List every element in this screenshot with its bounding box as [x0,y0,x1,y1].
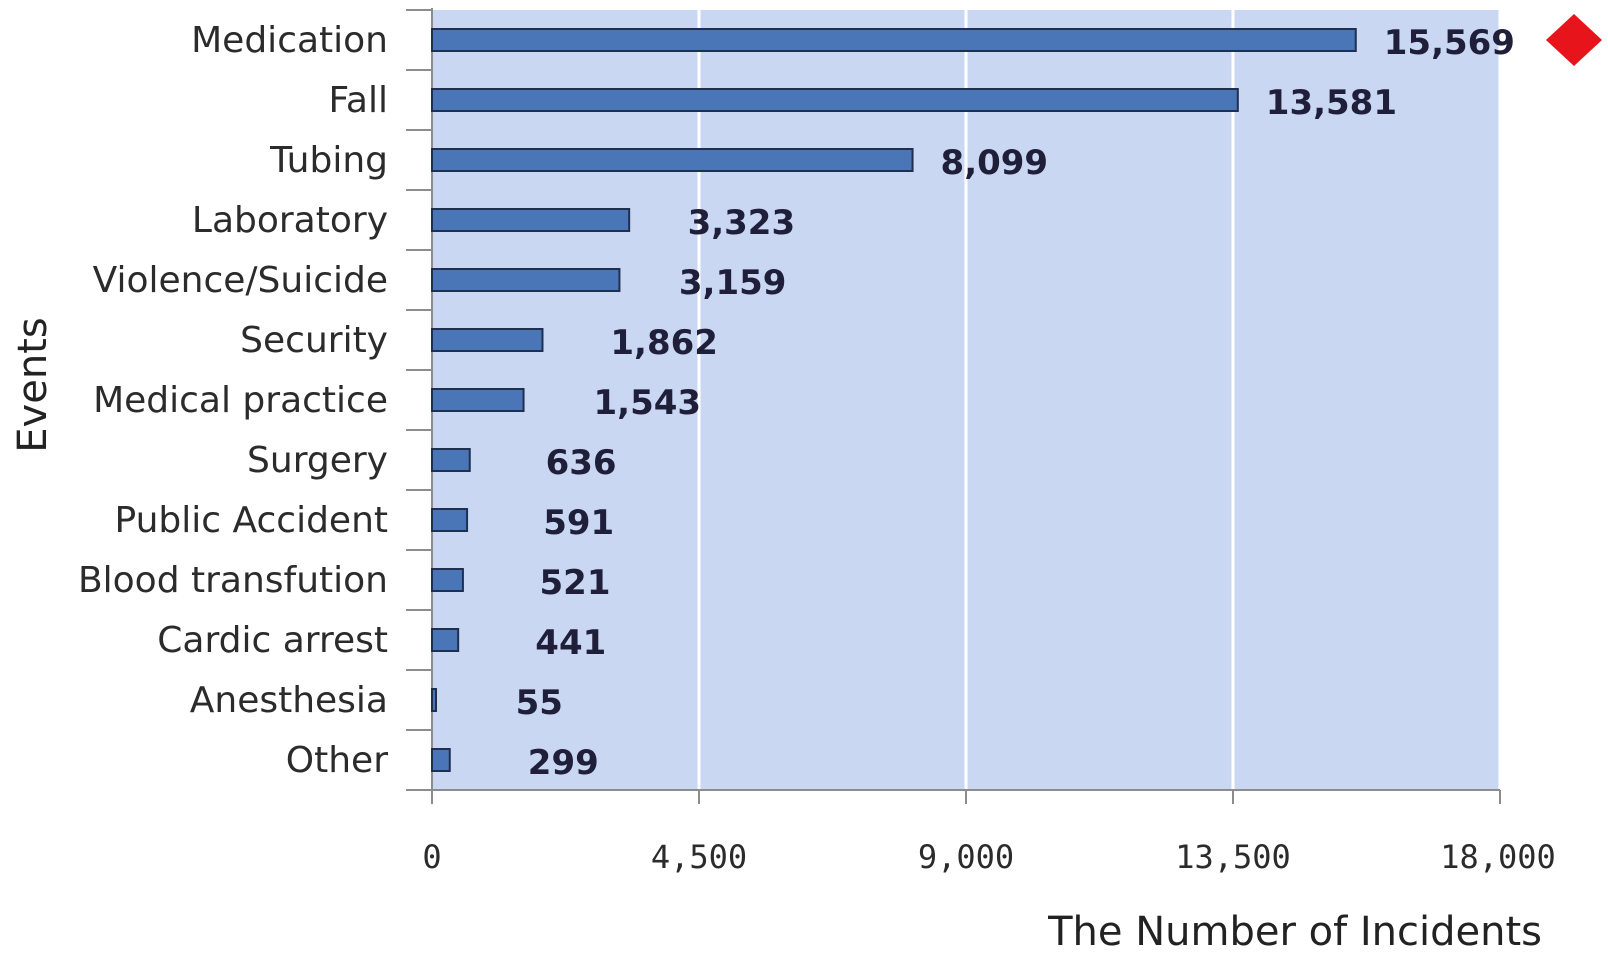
category-label-12: Other [286,740,388,781]
red-diamond-marker [1546,14,1602,66]
bar-9 [431,568,464,592]
bar-2 [431,148,914,172]
value-label-9: 521 [540,563,611,603]
x-tick-label-2: 9,000 [918,838,1014,876]
value-label-1: 13,581 [1266,83,1397,123]
category-labels: Medication Fall Tubing Laboratory Violence/S… [78,20,388,781]
x-tick-label-1: 4,500 [651,838,747,876]
x-tick-label-3: 13,500 [1175,838,1291,876]
bars [431,28,1357,772]
x-tick-label-0: 0 [422,838,441,876]
category-label-5: Security [240,320,388,361]
gridlines [697,10,1502,790]
category-label-8: Public Accident [115,500,389,541]
category-label-0: Medication [191,20,388,61]
category-label-6: Medical practice [93,380,388,421]
x-tick-labels: 0 4,500 9,000 13,500 18,000 [422,838,1555,876]
axes [406,8,1501,804]
value-label-0: 15,569 [1384,23,1515,63]
bar-1 [431,88,1239,112]
bar-3 [431,208,631,232]
y-axis-title: Events [10,317,56,452]
value-label-7: 636 [546,443,617,483]
bar-0 [431,28,1357,52]
category-label-9: Blood transfution [78,560,388,601]
category-label-4: Violence/Suicide [93,260,388,301]
value-label-2: 8,099 [941,143,1049,183]
category-label-7: Surgery [247,440,388,481]
value-label-10: 441 [535,623,606,663]
bar-6 [431,388,525,412]
category-label-10: Cardic arrest [157,620,388,661]
value-labels: 15,569 13,581 8,099 3,323 3,159 1,862 1,543 636… [516,23,1515,783]
category-label-1: Fall [329,80,388,121]
category-label-3: Laboratory [192,200,388,241]
category-label-11: Anesthesia [190,680,388,721]
category-label-2: Tubing [269,140,388,181]
bar-12 [431,748,451,772]
value-label-6: 1,543 [594,383,702,423]
bar-4 [431,268,621,292]
x-axis-title: The Number of Incidents [1047,909,1542,955]
bar-8 [431,508,469,532]
value-label-5: 1,862 [610,323,718,363]
bar-10 [431,628,460,652]
bar-7 [431,448,471,472]
value-label-3: 3,323 [688,203,796,243]
value-label-8: 591 [543,503,614,543]
value-label-4: 3,159 [679,263,787,303]
x-tick-label-4: 18,000 [1440,838,1556,876]
value-label-12: 299 [528,743,599,783]
bar-11 [431,688,437,712]
value-label-11: 55 [516,683,563,723]
bar-5 [431,328,544,352]
